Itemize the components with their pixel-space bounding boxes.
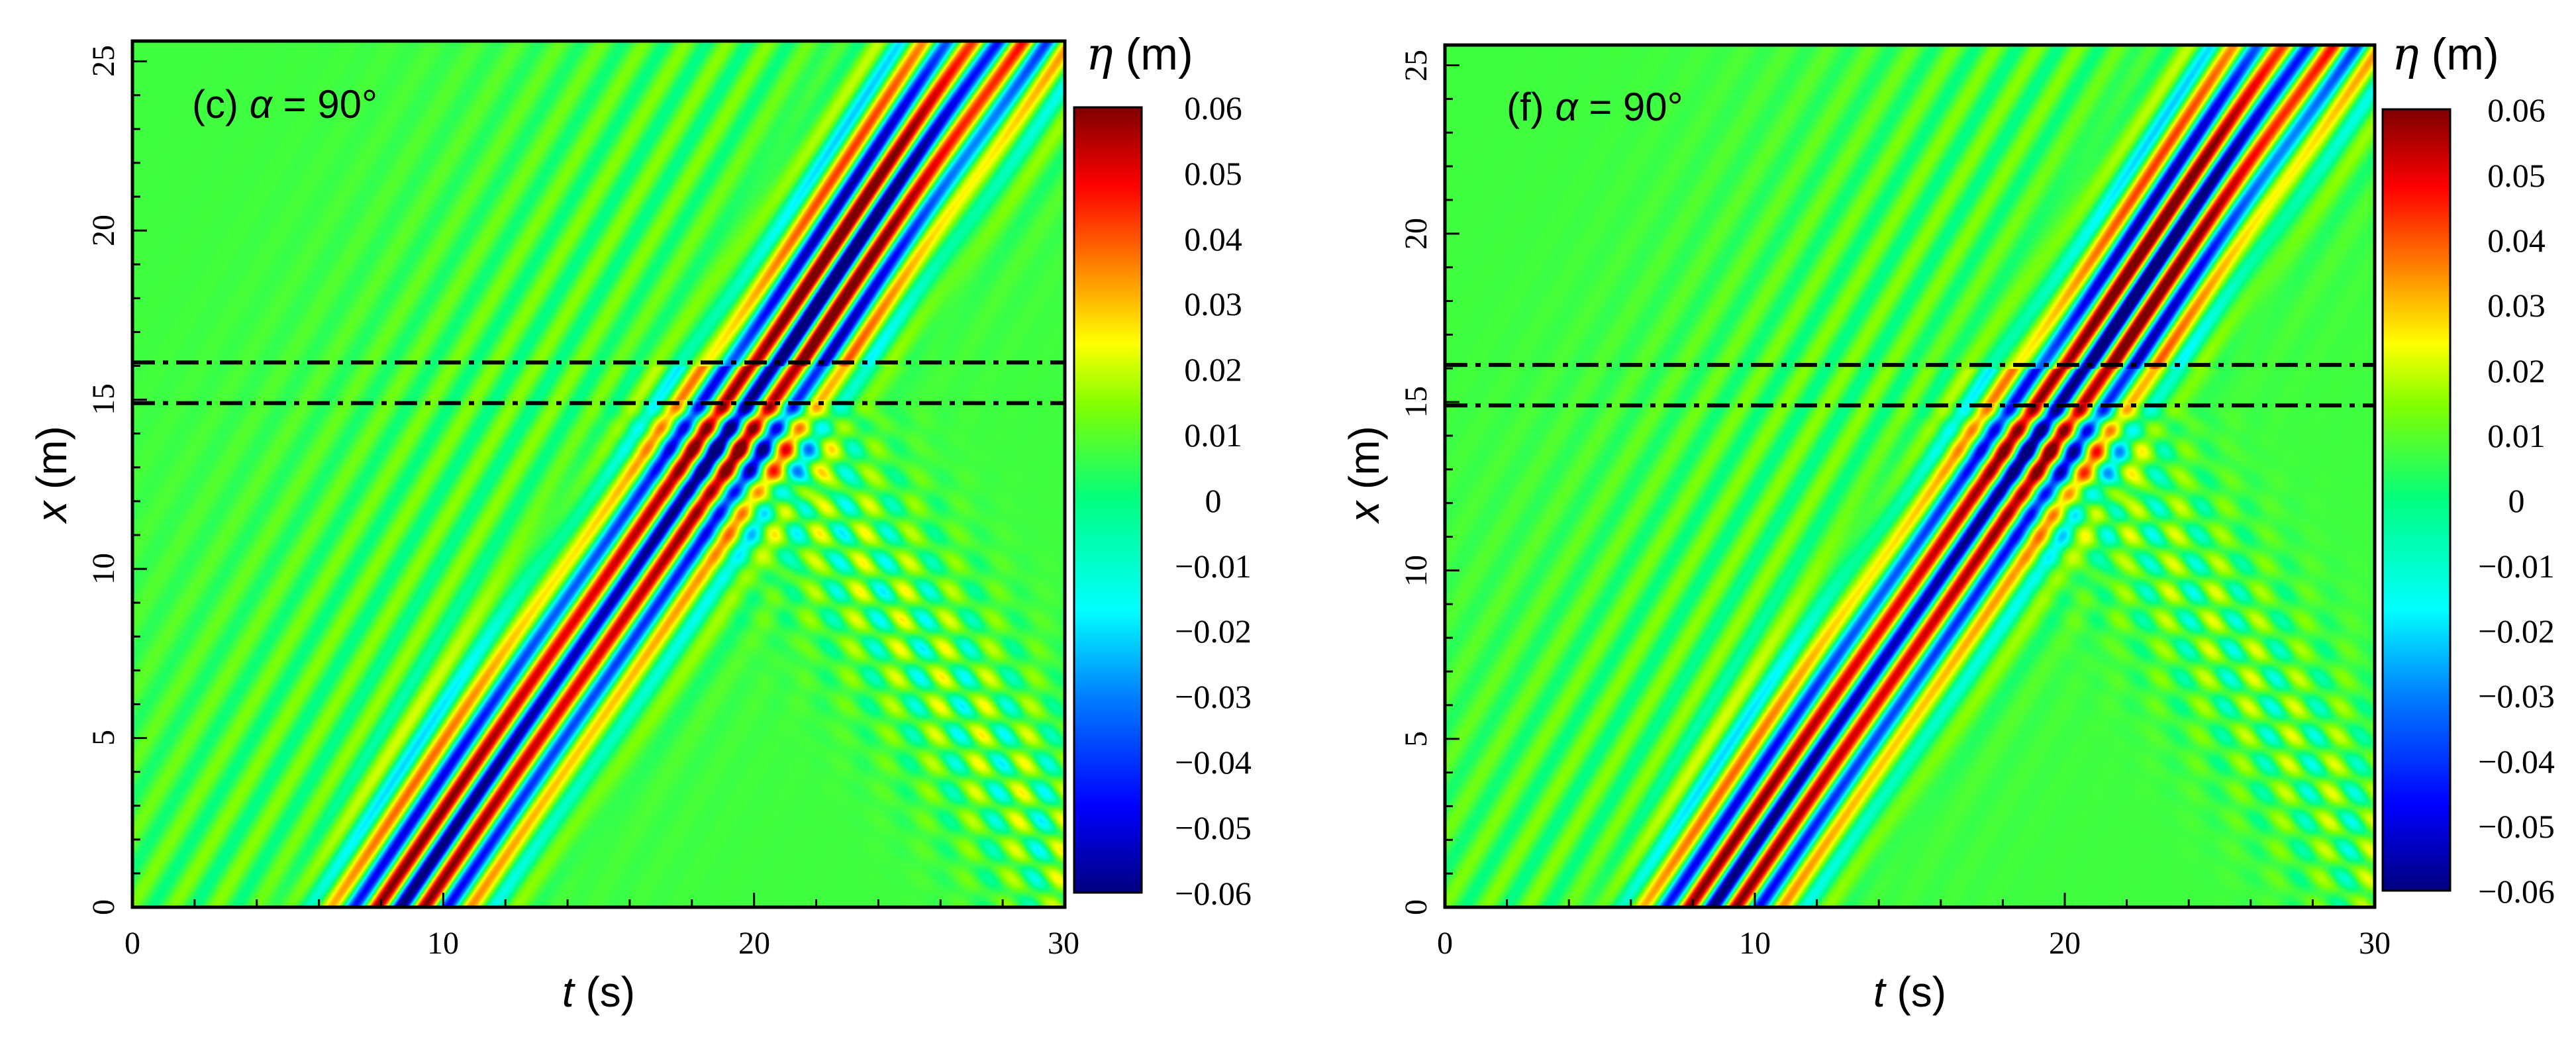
reference-lines-f <box>1445 363 2375 408</box>
reference-lines-c <box>132 360 1065 405</box>
colorbar-label-f-1: 0.05 <box>2487 157 2546 194</box>
y-tick-label-c-0: 0 <box>86 899 121 915</box>
y-axis-title-c: x (m) <box>28 426 75 524</box>
y-tick-label-c-10: 10 <box>86 553 121 585</box>
colorbar-label-f-3: 0.03 <box>2487 287 2546 324</box>
plot-frame-f <box>1443 43 2377 909</box>
x-tick-label-c-0: 0 <box>124 926 140 961</box>
colorbar-label-c-7: −0.01 <box>1175 548 1252 585</box>
y-tick-label-f-25: 25 <box>1399 50 1434 81</box>
colorbar-label-f-0: 0.06 <box>2487 91 2546 128</box>
y-tick-label-c-15: 15 <box>86 383 121 415</box>
colorbar-label-f-2: 0.04 <box>2487 222 2546 259</box>
colorbar-title-f: η (m) <box>2392 28 2499 81</box>
colorbar-label-f-9: −0.03 <box>2478 677 2555 715</box>
colorbar-f <box>2381 108 2452 892</box>
panel-f: (f) α = 90° 0 10 20 30 0 5 10 15 20 25 t… <box>1340 28 2555 1016</box>
y-tick-label-c-20: 20 <box>86 215 121 246</box>
x-tick-label-f-0: 0 <box>1437 926 1453 961</box>
y-tick-label-f-5: 5 <box>1399 731 1434 747</box>
y-axis-title-f: x (m) <box>1340 426 1388 524</box>
ticks-f <box>1444 64 2376 909</box>
colorbar-label-f-12: −0.06 <box>2478 873 2555 910</box>
colorbar-label-f-8: −0.02 <box>2478 613 2555 650</box>
x-tick-label-f-30: 30 <box>2359 926 2391 961</box>
ticks-c <box>131 60 1066 909</box>
colorbar-label-c-1: 0.05 <box>1184 155 1242 192</box>
y-tick-label-f-20: 20 <box>1399 218 1434 250</box>
colorbar-label-c-10: −0.04 <box>1175 744 1252 781</box>
colorbar-label-c-8: −0.02 <box>1175 613 1252 650</box>
colorbar-label-f-11: −0.05 <box>2478 808 2555 845</box>
colorbar-labels-c: 0.06 0.05 0.04 0.03 0.02 0.01 0 −0.01 −0… <box>1175 89 1252 912</box>
panel-label-c: (c) α = 90° <box>192 82 377 126</box>
colorbar-label-c-3: 0.03 <box>1184 285 1242 322</box>
x-axis-title-c: t (s) <box>562 968 635 1016</box>
x-axis-title-f: t (s) <box>1873 968 1946 1016</box>
colorbar-label-c-5: 0.01 <box>1184 417 1242 454</box>
heatmap-f <box>1445 45 2375 907</box>
panel-label-f: (f) α = 90° <box>1507 85 1683 129</box>
colorbar-label-c-4: 0.02 <box>1184 351 1242 388</box>
x-tick-label-c-30: 30 <box>1048 926 1079 961</box>
y-tick-label-f-15: 15 <box>1399 386 1434 418</box>
x-tick-label-f-20: 20 <box>2049 926 2081 961</box>
plot-frame-c <box>130 39 1067 909</box>
colorbar-label-f-6: 0 <box>2508 482 2525 519</box>
colorbar-label-c-9: −0.03 <box>1175 678 1252 715</box>
y-tick-label-c-25: 25 <box>86 45 121 77</box>
colorbar-label-c-6: 0 <box>1205 482 1222 519</box>
colorbar-label-f-4: 0.02 <box>2487 352 2546 389</box>
x-tick-label-c-10: 10 <box>427 926 459 961</box>
x-tick-label-c-20: 20 <box>738 926 770 961</box>
panel-c: (c) α = 90° 0 10 20 30 0 5 10 15 20 25 t… <box>28 28 1252 1016</box>
colorbar-c <box>1073 106 1143 894</box>
colorbar-label-f-5: 0.01 <box>2487 417 2546 454</box>
colorbar-label-c-2: 0.04 <box>1184 221 1242 258</box>
colorbar-label-c-12: −0.06 <box>1175 875 1252 912</box>
y-tick-label-f-0: 0 <box>1399 899 1434 915</box>
heatmap-c <box>132 41 1065 907</box>
x-tick-label-f-10: 10 <box>1739 926 1771 961</box>
colorbar-label-f-7: −0.01 <box>2478 548 2555 585</box>
y-tick-label-f-10: 10 <box>1399 555 1434 587</box>
colorbar-label-c-11: −0.05 <box>1175 809 1252 846</box>
y-tick-label-c-5: 5 <box>86 730 121 746</box>
colorbar-title-c: η (m) <box>1086 28 1193 81</box>
colorbar-labels-f: 0.06 0.05 0.04 0.03 0.02 0.01 0 −0.01 −0… <box>2478 91 2555 910</box>
colorbar-label-c-0: 0.06 <box>1184 89 1242 126</box>
colorbar-label-f-10: −0.04 <box>2478 743 2555 780</box>
